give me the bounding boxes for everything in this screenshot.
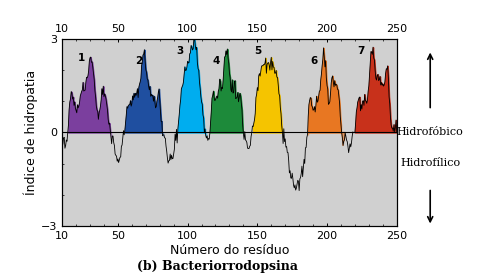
- Text: 6: 6: [310, 56, 317, 66]
- Text: 7: 7: [358, 46, 365, 57]
- X-axis label: Número do resíduo: Número do resíduo: [170, 244, 289, 257]
- Text: Hidrofílico: Hidrofílico: [400, 158, 460, 168]
- Text: (b) Bacteriorrodopsina: (b) Bacteriorrodopsina: [137, 260, 298, 273]
- Text: 3: 3: [176, 46, 184, 57]
- Y-axis label: Índice de hidropatia: Índice de hidropatia: [23, 70, 38, 195]
- Text: 5: 5: [254, 46, 262, 57]
- Text: 1: 1: [77, 53, 85, 63]
- Text: 4: 4: [213, 56, 220, 66]
- Text: 2: 2: [135, 56, 142, 66]
- Text: Hidrofóbico: Hidrofóbico: [397, 128, 464, 137]
